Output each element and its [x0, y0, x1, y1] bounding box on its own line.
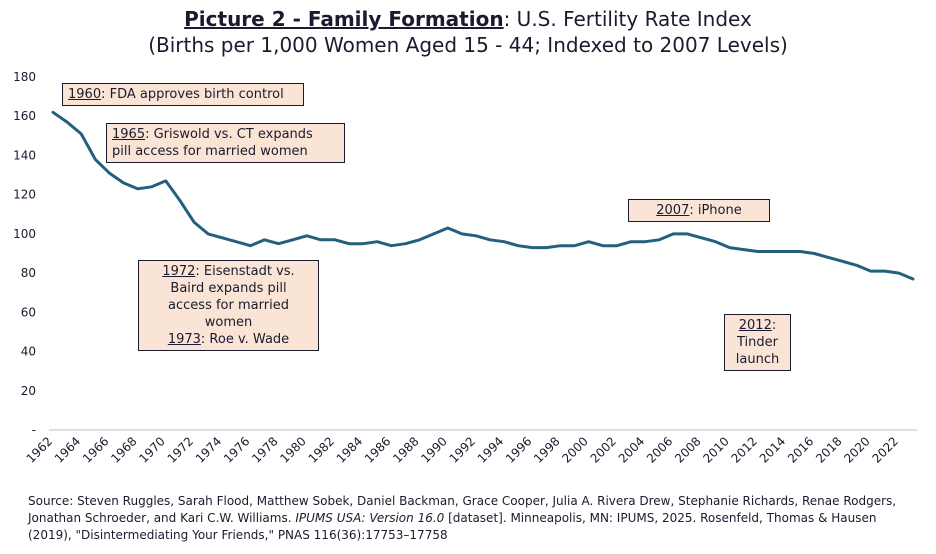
y-tick-label: 100 — [13, 227, 36, 241]
annotation-2007: 2007: iPhone — [628, 199, 770, 222]
x-tick-label: 2000 — [559, 434, 590, 465]
y-tick-label: 20 — [21, 384, 36, 398]
x-tick-label: 1986 — [362, 434, 393, 465]
x-tick-label: 1970 — [136, 434, 167, 465]
x-axis: 1962196419661968197019721974197619781980… — [24, 434, 901, 465]
x-tick-label: 2020 — [841, 434, 872, 465]
title-bold: Picture 2 - Family Formation — [184, 7, 504, 31]
x-tick-label: 2002 — [588, 434, 619, 465]
y-tick-label: 80 — [21, 266, 36, 280]
x-tick-label: 1994 — [475, 434, 506, 465]
x-tick-label: 1984 — [334, 434, 365, 465]
y-tick-label: 60 — [21, 305, 36, 319]
x-tick-label: 2010 — [700, 434, 731, 465]
y-tick-label: - — [32, 423, 36, 437]
x-tick-label: 1966 — [80, 434, 111, 465]
y-tick-label: 40 — [21, 345, 36, 359]
annotation-1965: 1965: Griswold vs. CT expands pill acces… — [106, 123, 345, 163]
y-tick-label: 180 — [13, 70, 36, 84]
x-tick-label: 2006 — [644, 434, 675, 465]
annotation-1972: 1972: Eisenstadt vs. Baird expands pill … — [138, 260, 319, 351]
x-tick-label: 2004 — [616, 434, 647, 465]
y-tick-label: 160 — [13, 109, 36, 123]
x-tick-label: 1978 — [249, 434, 280, 465]
x-tick-label: 1992 — [447, 434, 478, 465]
chart-title: Picture 2 - Family Formation: U.S. Ferti… — [0, 6, 936, 58]
x-tick-label: 1996 — [503, 434, 534, 465]
x-tick-label: 1976 — [221, 434, 252, 465]
y-axis: - 20 40 60 80 100 120 140 160 180 — [13, 70, 36, 437]
source-note: Source: Steven Ruggles, Sarah Flood, Mat… — [28, 494, 897, 542]
x-tick-label: 1998 — [531, 434, 562, 465]
x-tick-label: 1972 — [165, 434, 196, 465]
x-tick-label: 2018 — [813, 434, 844, 465]
x-tick-label: 1964 — [52, 434, 83, 465]
y-tick-label: 140 — [13, 148, 36, 162]
title-rest: : U.S. Fertility Rate Index — [503, 7, 752, 31]
x-tick-label: 2012 — [729, 434, 760, 465]
y-tick-label: 120 — [13, 188, 36, 202]
x-tick-label: 2014 — [757, 434, 788, 465]
x-tick-label: 1990 — [418, 434, 449, 465]
annotation-2012: 2012: Tinder launch — [724, 314, 791, 371]
x-tick-label: 1988 — [390, 434, 421, 465]
x-tick-label: 1968 — [108, 434, 139, 465]
x-tick-label: 1980 — [277, 434, 308, 465]
x-tick-label: 1974 — [193, 434, 224, 465]
x-tick-label: 2016 — [785, 434, 816, 465]
series-line-fertility-index — [51, 110, 915, 281]
annotation-1960: 1960: FDA approves birth control — [62, 83, 304, 106]
x-tick-label: 1982 — [306, 434, 337, 465]
chart-subtitle: (Births per 1,000 Women Aged 15 - 44; In… — [148, 33, 788, 57]
x-tick-label: 2008 — [672, 434, 703, 465]
x-tick-label: 1962 — [24, 434, 55, 465]
x-tick-label: 2022 — [870, 434, 901, 465]
